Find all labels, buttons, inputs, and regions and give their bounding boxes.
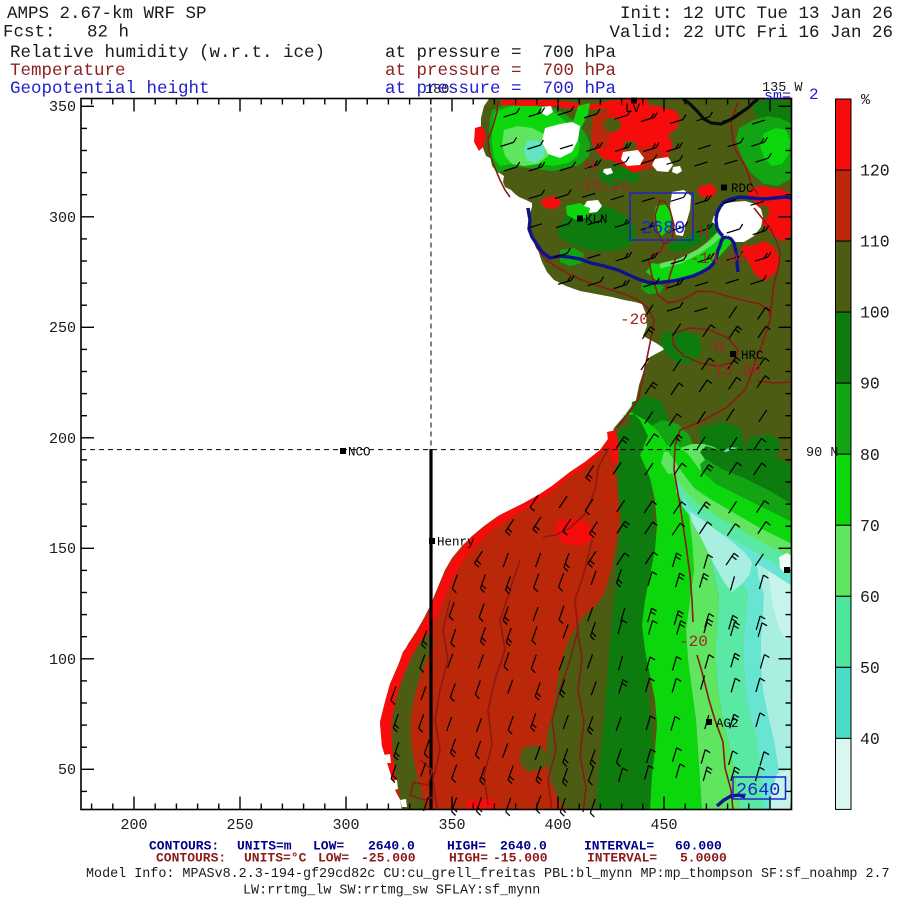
svg-text:RDC: RDC bbox=[731, 182, 754, 196]
svg-text:Model Info: MPASv8.2.3-194-gf2: Model Info: MPASv8.2.3-194-gf29cd82c CU:… bbox=[86, 867, 890, 882]
svg-text:-20: -20 bbox=[620, 311, 649, 329]
svg-text:300: 300 bbox=[332, 817, 359, 834]
svg-text:-15.26: -15.26 bbox=[573, 177, 631, 195]
svg-text:-15.000: -15.000 bbox=[493, 851, 548, 866]
svg-text:-13.98: -13.98 bbox=[704, 362, 762, 380]
svg-text:Valid: 22 UTC Fri 16 Jan 26: Valid: 22 UTC Fri 16 Jan 26 bbox=[610, 23, 894, 43]
svg-text:40: 40 bbox=[860, 730, 880, 749]
svg-text:Relative humidity (w.r.t. ice): Relative humidity (w.r.t. ice) bbox=[10, 43, 325, 63]
svg-text:Temperature: Temperature bbox=[10, 61, 126, 81]
svg-text:CONTOURS:: CONTOURS: bbox=[156, 851, 226, 866]
svg-text:80: 80 bbox=[860, 446, 880, 465]
svg-text:350: 350 bbox=[438, 817, 465, 834]
svg-text:LOW=: LOW= bbox=[313, 839, 344, 854]
svg-text:-20: -20 bbox=[679, 633, 708, 651]
svg-text:50: 50 bbox=[58, 762, 76, 779]
svg-text:50: 50 bbox=[860, 659, 880, 678]
svg-text:60.000: 60.000 bbox=[675, 839, 722, 854]
svg-text:sm=: sm= bbox=[764, 88, 791, 105]
svg-text:2: 2 bbox=[809, 86, 819, 104]
svg-text:200: 200 bbox=[49, 431, 76, 448]
svg-text:70: 70 bbox=[860, 517, 880, 536]
svg-text:LV: LV bbox=[625, 102, 641, 116]
svg-text:2640.0: 2640.0 bbox=[500, 839, 547, 854]
svg-text:H: H bbox=[714, 339, 724, 358]
svg-text:at pressure = 700 hPa: at pressure = 700 hPa bbox=[385, 43, 616, 63]
svg-text:at pressure = 700 hPa: at pressure = 700 hPa bbox=[385, 79, 616, 99]
svg-text:135 W: 135 W bbox=[762, 81, 803, 96]
svg-text:H: H bbox=[699, 225, 709, 244]
svg-text:120: 120 bbox=[860, 162, 890, 181]
svg-text:300: 300 bbox=[49, 210, 76, 227]
svg-text:60: 60 bbox=[860, 588, 880, 607]
svg-text:250: 250 bbox=[49, 320, 76, 337]
svg-text:5.0000: 5.0000 bbox=[680, 851, 727, 866]
svg-text:100: 100 bbox=[860, 304, 890, 323]
svg-text:HRC: HRC bbox=[741, 349, 764, 363]
svg-text:350: 350 bbox=[49, 99, 76, 116]
svg-text:250: 250 bbox=[226, 817, 253, 834]
svg-text:H: H bbox=[585, 157, 595, 176]
svg-text:HIGH=: HIGH= bbox=[449, 851, 488, 866]
svg-text:450: 450 bbox=[650, 817, 677, 834]
svg-text:LOW=: LOW= bbox=[318, 851, 349, 866]
svg-text:INTERVAL=: INTERVAL= bbox=[584, 839, 654, 854]
svg-text:100: 100 bbox=[49, 652, 76, 669]
svg-text:2640.0: 2640.0 bbox=[368, 839, 415, 854]
svg-text:Init: 12 UTC Tue 13 Jan 26: Init: 12 UTC Tue 13 Jan 26 bbox=[620, 4, 893, 24]
svg-text:Geopotential height: Geopotential height bbox=[10, 79, 210, 99]
svg-text:LW:rrtmg_lw SW:rrtmg_sw SFLAY:: LW:rrtmg_lw SW:rrtmg_sw SFLAY:sf_mynn bbox=[243, 884, 540, 899]
svg-text:INTERVAL=: INTERVAL= bbox=[587, 851, 657, 866]
svg-text:NCO: NCO bbox=[348, 446, 371, 460]
svg-text:180: 180 bbox=[425, 83, 449, 98]
svg-text:2680: 2680 bbox=[641, 218, 685, 239]
svg-text:Henry: Henry bbox=[437, 536, 475, 550]
svg-text:AMPS 2.67-km WRF SP: AMPS 2.67-km WRF SP bbox=[7, 4, 207, 24]
svg-text:2640: 2640 bbox=[736, 780, 780, 801]
svg-text:at pressure = 700 hPa: at pressure = 700 hPa bbox=[385, 61, 616, 81]
svg-text:%: % bbox=[861, 92, 871, 109]
svg-text:200: 200 bbox=[120, 817, 147, 834]
svg-text:400: 400 bbox=[544, 817, 571, 834]
svg-text:HIGH=: HIGH= bbox=[447, 839, 486, 854]
svg-text:-25.000: -25.000 bbox=[361, 851, 416, 866]
svg-text:Fcst: 82 h: Fcst: 82 h bbox=[3, 23, 129, 43]
svg-text:-14.06: -14.06 bbox=[690, 250, 748, 268]
svg-text:CONTOURS:: CONTOURS: bbox=[149, 839, 219, 854]
svg-text:KLN: KLN bbox=[585, 213, 608, 227]
svg-text:90: 90 bbox=[860, 375, 880, 394]
svg-text:UNITS=°C: UNITS=°C bbox=[244, 851, 307, 866]
svg-text:UNITS=m: UNITS=m bbox=[237, 839, 292, 854]
svg-text:110: 110 bbox=[860, 233, 890, 252]
svg-text:AG2: AG2 bbox=[716, 717, 739, 731]
svg-text:90 N: 90 N bbox=[806, 446, 838, 461]
svg-text:150: 150 bbox=[49, 541, 76, 558]
